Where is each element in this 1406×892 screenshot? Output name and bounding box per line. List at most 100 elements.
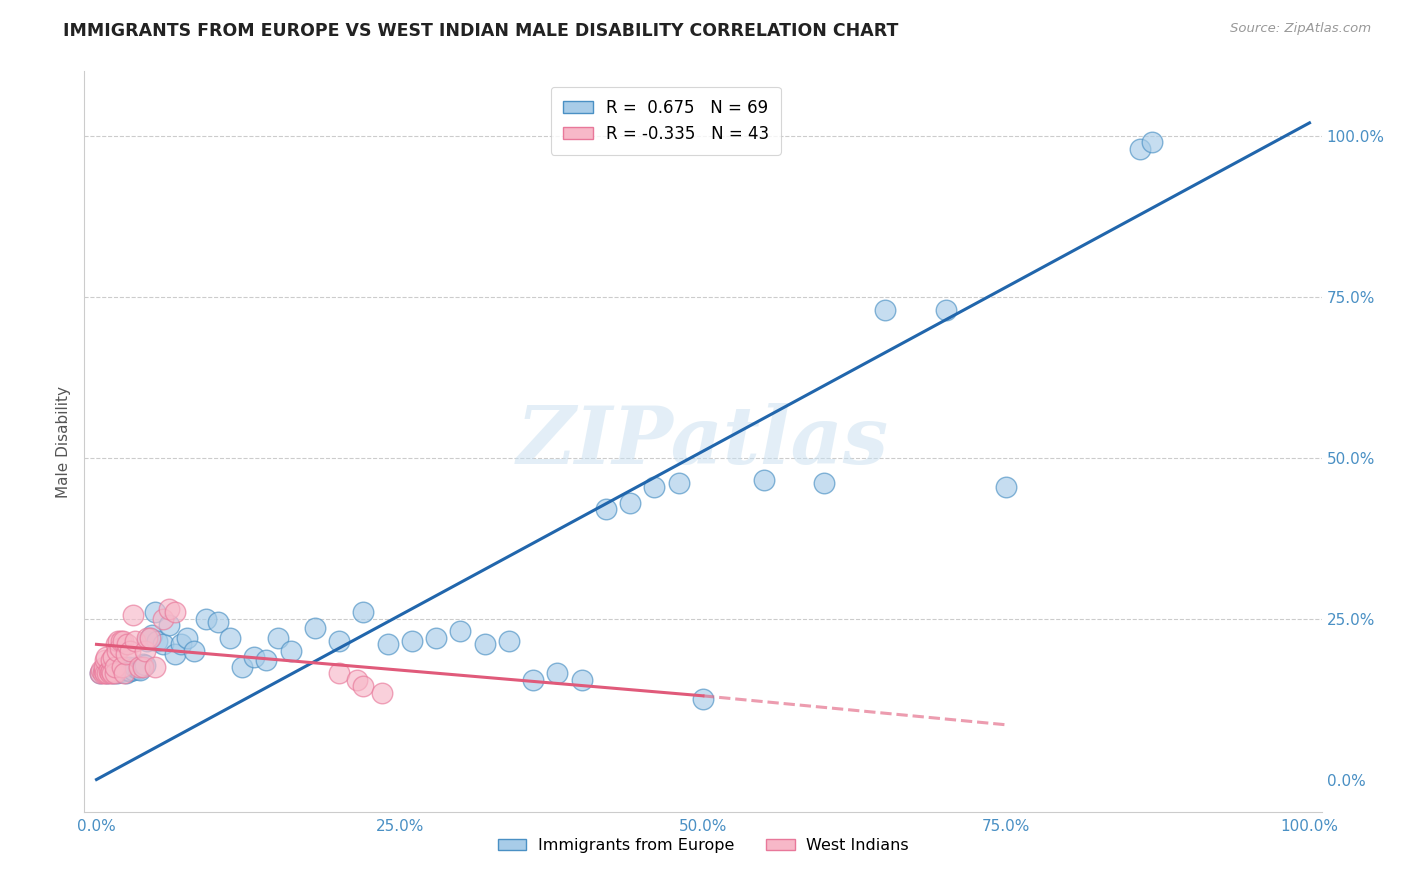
Point bbox=[89, 666, 111, 681]
Point bbox=[143, 660, 166, 674]
Point bbox=[165, 605, 187, 619]
Point bbox=[141, 628, 163, 642]
Point bbox=[370, 685, 392, 699]
Point bbox=[267, 631, 290, 645]
Point bbox=[124, 634, 146, 648]
Point bbox=[104, 637, 127, 651]
Point bbox=[170, 637, 193, 651]
Point bbox=[103, 650, 125, 665]
Point bbox=[96, 650, 118, 665]
Point bbox=[571, 673, 593, 687]
Point bbox=[546, 666, 568, 681]
Point bbox=[219, 631, 242, 645]
Point bbox=[131, 657, 153, 671]
Point bbox=[112, 665, 135, 679]
Point bbox=[97, 663, 120, 677]
Point bbox=[157, 602, 180, 616]
Point bbox=[115, 663, 138, 677]
Point bbox=[474, 637, 496, 651]
Point bbox=[194, 611, 217, 625]
Point bbox=[136, 634, 159, 648]
Point bbox=[352, 679, 374, 693]
Point bbox=[108, 640, 131, 655]
Point bbox=[114, 647, 136, 661]
Point bbox=[100, 665, 122, 679]
Point bbox=[668, 476, 690, 491]
Point bbox=[752, 473, 775, 487]
Point bbox=[101, 665, 124, 679]
Point bbox=[104, 665, 127, 679]
Point bbox=[96, 666, 118, 681]
Point bbox=[152, 637, 174, 651]
Point bbox=[280, 644, 302, 658]
Point bbox=[131, 660, 153, 674]
Point bbox=[165, 647, 187, 661]
Point bbox=[114, 666, 136, 681]
Point bbox=[104, 660, 127, 674]
Point bbox=[995, 480, 1018, 494]
Point bbox=[401, 634, 423, 648]
Point bbox=[183, 644, 205, 658]
Point bbox=[96, 666, 118, 681]
Point bbox=[935, 302, 957, 317]
Point bbox=[136, 631, 159, 645]
Point bbox=[118, 660, 141, 674]
Text: IMMIGRANTS FROM EUROPE VS WEST INDIAN MALE DISABILITY CORRELATION CHART: IMMIGRANTS FROM EUROPE VS WEST INDIAN MA… bbox=[63, 22, 898, 40]
Point bbox=[97, 665, 120, 679]
Point bbox=[110, 663, 132, 677]
Point bbox=[328, 634, 350, 648]
Point bbox=[352, 605, 374, 619]
Point bbox=[104, 663, 127, 677]
Point bbox=[328, 666, 350, 681]
Point bbox=[139, 631, 162, 645]
Point bbox=[425, 631, 447, 645]
Point bbox=[104, 666, 127, 681]
Point bbox=[346, 673, 368, 687]
Point bbox=[243, 650, 266, 665]
Point bbox=[1140, 135, 1163, 149]
Point bbox=[107, 662, 129, 676]
Point bbox=[122, 663, 145, 677]
Point bbox=[207, 615, 229, 629]
Point bbox=[110, 634, 132, 648]
Point bbox=[98, 666, 121, 681]
Point bbox=[105, 666, 128, 681]
Point bbox=[101, 666, 124, 681]
Point bbox=[115, 637, 138, 651]
Point bbox=[157, 618, 180, 632]
Point bbox=[105, 644, 128, 658]
Point bbox=[93, 665, 115, 679]
Point bbox=[112, 634, 135, 648]
Point bbox=[152, 611, 174, 625]
Point bbox=[498, 634, 520, 648]
Legend: Immigrants from Europe, West Indians: Immigrants from Europe, West Indians bbox=[491, 831, 915, 859]
Point bbox=[96, 662, 118, 676]
Point bbox=[304, 621, 326, 635]
Point bbox=[89, 666, 111, 681]
Point bbox=[91, 663, 114, 677]
Point bbox=[254, 653, 277, 667]
Point bbox=[90, 663, 112, 677]
Text: Source: ZipAtlas.com: Source: ZipAtlas.com bbox=[1230, 22, 1371, 36]
Point bbox=[127, 662, 149, 676]
Point bbox=[122, 608, 145, 623]
Point bbox=[129, 663, 152, 677]
Point bbox=[100, 665, 122, 679]
Point bbox=[94, 666, 117, 681]
Point bbox=[139, 631, 162, 645]
Point bbox=[1129, 142, 1152, 156]
Point bbox=[692, 692, 714, 706]
Point bbox=[94, 653, 117, 667]
Point bbox=[107, 634, 129, 648]
Point bbox=[873, 302, 896, 317]
Point bbox=[449, 624, 471, 639]
Point bbox=[112, 666, 135, 681]
Point bbox=[108, 665, 131, 679]
Y-axis label: Male Disability: Male Disability bbox=[56, 385, 72, 498]
Point bbox=[100, 653, 122, 667]
Point bbox=[120, 644, 142, 658]
Point bbox=[146, 634, 169, 648]
Point bbox=[522, 673, 544, 687]
Point bbox=[231, 660, 253, 674]
Point bbox=[377, 637, 399, 651]
